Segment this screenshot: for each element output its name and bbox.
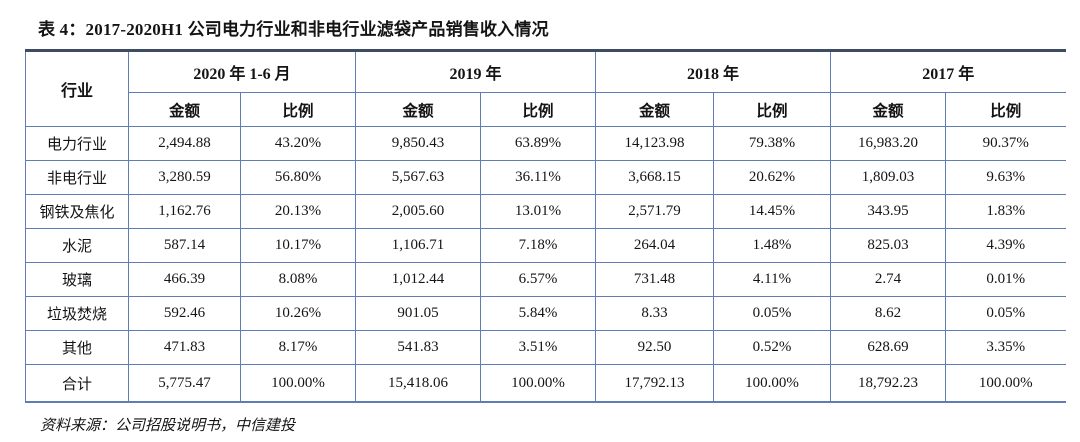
ratio-cell: 43.20%: [240, 126, 356, 161]
amount-cell: 466.39: [128, 262, 241, 297]
amount-cell: 2.74: [830, 262, 946, 297]
ratio-cell: 100.00%: [713, 364, 831, 402]
ratio-header: 比例: [240, 92, 356, 127]
ratio-cell: 36.11%: [479, 160, 596, 195]
industry-label: 垃圾焚烧: [25, 296, 129, 331]
amount-cell: 2,571.79: [595, 194, 714, 229]
amount-cell: 343.95: [830, 194, 946, 229]
ratio-cell: 79.38%: [713, 126, 831, 161]
year-group-2017: 2017 年: [830, 50, 1066, 93]
ratio-cell: 5.84%: [479, 296, 596, 331]
industry-label: 其他: [25, 330, 129, 365]
industry-label: 钢铁及焦化: [25, 194, 129, 229]
industry-label: 合计: [25, 364, 129, 402]
amount-cell: 8.62: [830, 296, 946, 331]
industry-label: 电力行业: [25, 126, 129, 161]
ratio-cell: 0.52%: [713, 330, 831, 365]
amount-cell: 264.04: [595, 228, 714, 263]
ratio-cell: 9.63%: [945, 160, 1066, 195]
ratio-cell: 8.08%: [240, 262, 356, 297]
ratio-cell: 8.17%: [240, 330, 356, 365]
ratio-cell: 1.48%: [713, 228, 831, 263]
amount-cell: 15,418.06: [355, 364, 481, 402]
table-row: 其他 471.83 8.17% 541.83 3.51% 92.50 0.52%…: [25, 330, 1066, 365]
ratio-header: 比例: [945, 92, 1066, 127]
amount-cell: 17,792.13: [595, 364, 714, 402]
table-row: 钢铁及焦化 1,162.76 20.13% 2,005.60 13.01% 2,…: [25, 194, 1066, 229]
amount-cell: 2,005.60: [355, 194, 481, 229]
amount-cell: 592.46: [128, 296, 241, 331]
amount-cell: 18,792.23: [830, 364, 946, 402]
source-note: 资料来源：公司招股说明书，中信建投: [40, 418, 296, 434]
amount-cell: 471.83: [128, 330, 241, 365]
ratio-cell: 10.17%: [240, 228, 356, 263]
ratio-cell: 4.39%: [945, 228, 1066, 263]
ratio-cell: 14.45%: [713, 194, 831, 229]
table-row: 垃圾焚烧 592.46 10.26% 901.05 5.84% 8.33 0.0…: [25, 296, 1066, 331]
amount-header: 金额: [128, 92, 241, 127]
amount-header: 金额: [355, 92, 481, 127]
ratio-cell: 3.51%: [479, 330, 596, 365]
amount-cell: 3,668.15: [595, 160, 714, 195]
ratio-cell: 4.11%: [713, 262, 831, 297]
table-row: 电力行业 2,494.88 43.20% 9,850.43 63.89% 14,…: [25, 126, 1066, 161]
amount-cell: 1,106.71: [355, 228, 481, 263]
ratio-header: 比例: [479, 92, 596, 127]
ratio-header: 比例: [713, 92, 831, 127]
ratio-cell: 20.13%: [240, 194, 356, 229]
amount-cell: 1,012.44: [355, 262, 481, 297]
table-title: 表 4：2017-2020H1 公司电力行业和非电行业滤袋产品销售收入情况: [38, 20, 549, 39]
year-group-2018: 2018 年: [595, 50, 831, 93]
ratio-cell: 6.57%: [479, 262, 596, 297]
ratio-cell: 10.26%: [240, 296, 356, 331]
table-row: 水泥 587.14 10.17% 1,106.71 7.18% 264.04 1…: [25, 228, 1066, 263]
header-row-years: 行业 2020 年 1-6 月 2019 年 2018 年 2017 年: [25, 50, 1066, 127]
year-group-2020h1: 2020 年 1-6 月: [128, 50, 356, 93]
amount-cell: 2,494.88: [128, 126, 241, 161]
ratio-cell: 0.05%: [945, 296, 1066, 331]
industry-label: 玻璃: [25, 262, 129, 297]
amount-cell: 3,280.59: [128, 160, 241, 195]
table-row: 玻璃 466.39 8.08% 1,012.44 6.57% 731.48 4.…: [25, 262, 1066, 297]
amount-cell: 541.83: [355, 330, 481, 365]
ratio-cell: 100.00%: [240, 364, 356, 402]
amount-header: 金额: [595, 92, 714, 127]
amount-cell: 587.14: [128, 228, 241, 263]
ratio-cell: 1.83%: [945, 194, 1066, 229]
sales-revenue-table: 行业 2020 年 1-6 月 2019 年 2018 年 2017 年 金额 …: [25, 49, 1066, 403]
industry-column-header: 行业: [25, 50, 129, 127]
amount-cell: 9,850.43: [355, 126, 481, 161]
table-row: 非电行业 3,280.59 56.80% 5,567.63 36.11% 3,6…: [25, 160, 1066, 195]
amount-cell: 1,809.03: [830, 160, 946, 195]
amount-cell: 731.48: [595, 262, 714, 297]
amount-cell: 901.05: [355, 296, 481, 331]
ratio-cell: 56.80%: [240, 160, 356, 195]
amount-cell: 14,123.98: [595, 126, 714, 161]
ratio-cell: 3.35%: [945, 330, 1066, 365]
ratio-cell: 0.01%: [945, 262, 1066, 297]
amount-cell: 5,775.47: [128, 364, 241, 402]
year-group-2019: 2019 年: [354, 50, 596, 93]
amount-cell: 825.03: [830, 228, 946, 263]
amount-cell: 1,162.76: [128, 194, 241, 229]
amount-cell: 5,567.63: [355, 160, 481, 195]
header-row-measures: 金额 比例 金额 比例 金额 比例 金额 比例: [26, 92, 1066, 127]
amount-cell: 92.50: [595, 330, 714, 365]
table-row-total: 合计 5,775.47 100.00% 15,418.06 100.00% 17…: [25, 364, 1066, 402]
ratio-cell: 100.00%: [479, 364, 596, 402]
industry-label: 非电行业: [25, 160, 129, 195]
industry-label: 水泥: [25, 228, 129, 263]
amount-cell: 16,983.20: [830, 126, 946, 161]
amount-cell: 8.33: [595, 296, 714, 331]
ratio-cell: 13.01%: [479, 194, 596, 229]
ratio-cell: 90.37%: [945, 126, 1066, 161]
amount-header: 金额: [830, 92, 946, 127]
amount-cell: 628.69: [830, 330, 946, 365]
ratio-cell: 7.18%: [479, 228, 596, 263]
ratio-cell: 63.89%: [479, 126, 596, 161]
ratio-cell: 100.00%: [945, 364, 1066, 402]
ratio-cell: 0.05%: [713, 296, 831, 331]
ratio-cell: 20.62%: [713, 160, 831, 195]
